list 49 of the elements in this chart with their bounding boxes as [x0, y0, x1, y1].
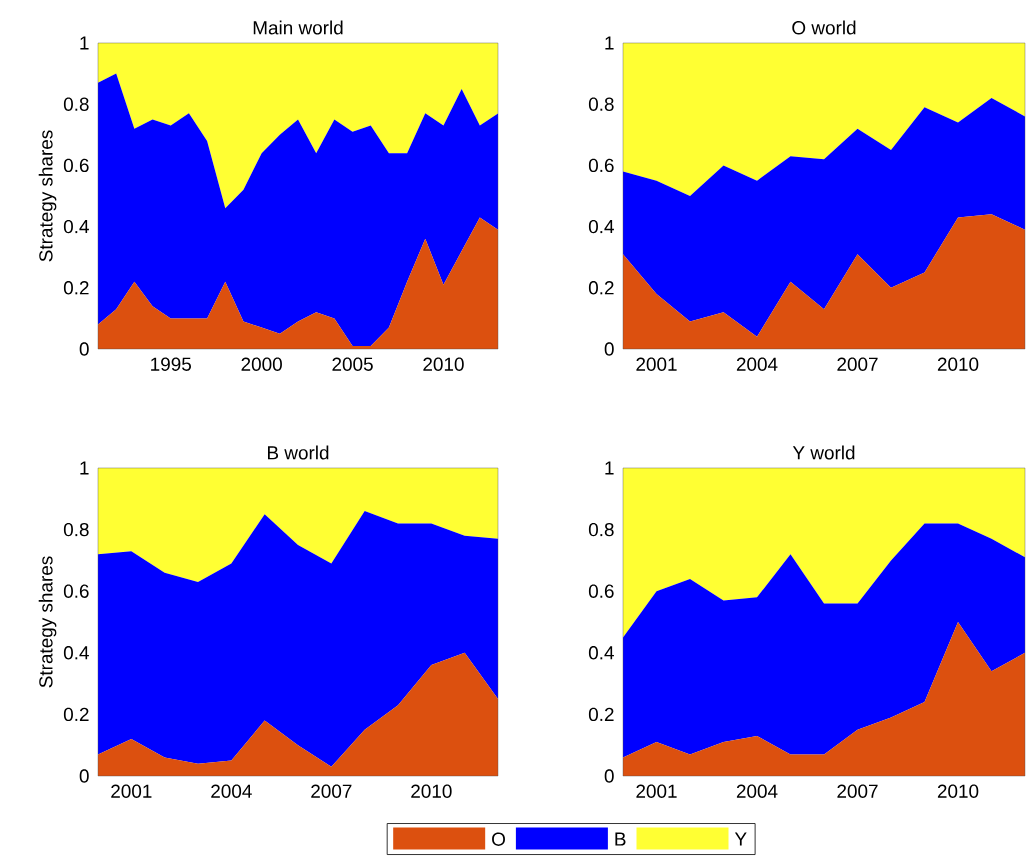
x-tick-label: 2007: [311, 784, 352, 798]
legend-label: O: [492, 832, 505, 846]
y-tick-label: 0.6: [588, 584, 614, 598]
chart-title: O world: [792, 20, 856, 35]
y-tick-label: 0.8: [63, 522, 89, 537]
y-tick-label: 0.4: [588, 646, 614, 660]
legend-label: B: [615, 832, 626, 846]
y-tick-label: 1: [80, 36, 89, 50]
y-tick-label: 1: [80, 461, 89, 475]
y-tick-label: 0: [604, 342, 614, 356]
x-tick-label: 2001: [636, 357, 677, 371]
y-axis-title: Strategy shares: [38, 556, 57, 688]
chart-title: B world: [267, 445, 329, 460]
x-tick-label: 2001: [111, 784, 152, 798]
y-tick-label: 0.2: [588, 281, 614, 295]
y-tick-label: 0: [604, 769, 614, 783]
y-tick-label: 0.8: [588, 97, 614, 111]
y-tick-label: 0.4: [588, 219, 614, 234]
y-tick-label: 0.6: [63, 158, 89, 173]
y-tick-label: 0.4: [63, 219, 89, 234]
x-tick-label: 2010: [937, 357, 979, 371]
y-tick-label: 1: [605, 36, 614, 50]
y-tick-label: 1: [605, 461, 614, 475]
x-tick-label: 2010: [411, 784, 452, 798]
y-tick-label: 0: [79, 342, 89, 356]
y-tick-label: 0.8: [588, 522, 614, 537]
y-tick-label: 0.2: [63, 281, 89, 295]
legend-label: Y: [734, 832, 747, 846]
chart-title: Main world: [253, 20, 343, 35]
y-tick-label: 0: [79, 769, 89, 783]
x-tick-label: 2010: [423, 357, 464, 371]
x-tick-label: 2004: [736, 784, 778, 798]
y-tick-label: 0.4: [63, 646, 89, 660]
x-tick-label: 2000: [241, 357, 282, 371]
y-tick-label: 0.2: [63, 707, 89, 722]
y-tick-label: 0.8: [63, 97, 89, 111]
y-tick-label: 0.6: [588, 158, 614, 173]
x-tick-label: 2004: [211, 784, 252, 798]
x-tick-label: 2005: [332, 357, 373, 371]
x-tick-label: 2007: [837, 784, 878, 798]
x-tick-label: 2010: [937, 784, 979, 798]
y-tick-label: 0.2: [588, 707, 614, 722]
x-tick-label: 1995: [151, 357, 191, 371]
x-tick-label: 2007: [837, 357, 878, 371]
x-tick-label: 2004: [736, 357, 778, 371]
x-tick-label: 2001: [636, 784, 677, 798]
y-tick-label: 0.6: [63, 584, 89, 598]
chart-title: Y world: [792, 445, 855, 460]
y-axis-title: Strategy shares: [38, 130, 57, 262]
